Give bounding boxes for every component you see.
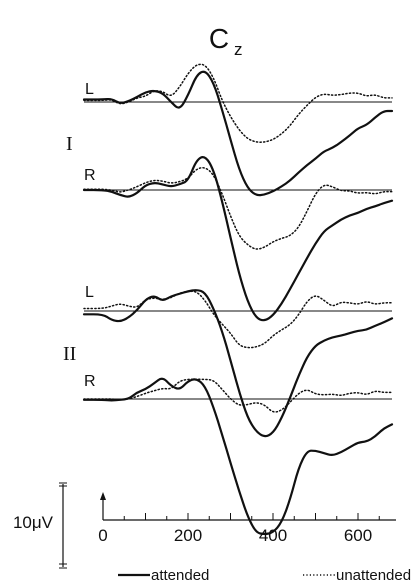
trace-ii-l-attended	[82, 289, 394, 438]
trace-i-l-attended	[82, 70, 394, 197]
onset-arrow-head	[100, 492, 106, 500]
panel-label-1-left: L	[85, 81, 94, 98]
legend-label-unattended: unattended	[336, 567, 411, 583]
trace-i-r-attended	[82, 156, 394, 322]
trace-ii-l-unattended	[83, 290, 393, 349]
x-tick-label: 0	[98, 526, 107, 545]
chart-title-subscript: z	[234, 40, 243, 59]
x-tick-label: 600	[344, 526, 372, 545]
group-label-1: I	[66, 133, 73, 155]
scale-bar-label: 10μV	[13, 513, 54, 532]
panel-label-2-left: L	[85, 284, 94, 301]
x-axis-ticks: 0 200 400 600	[98, 513, 380, 545]
chart-title: C	[209, 23, 229, 54]
trace-ii-r-attended	[82, 377, 394, 535]
trace-ii-r-unattended	[83, 378, 393, 413]
panel-label-1-right: R	[84, 167, 96, 184]
trace-i-l-unattended	[83, 63, 393, 143]
x-tick-label: 400	[259, 526, 287, 545]
group-label-2: II	[63, 343, 76, 365]
waveform-traces	[82, 63, 394, 535]
panel-label-2-right: R	[84, 373, 96, 390]
legend-label-attended: attended	[151, 567, 209, 583]
x-tick-label: 200	[174, 526, 202, 545]
trace-i-r-unattended	[83, 166, 393, 250]
